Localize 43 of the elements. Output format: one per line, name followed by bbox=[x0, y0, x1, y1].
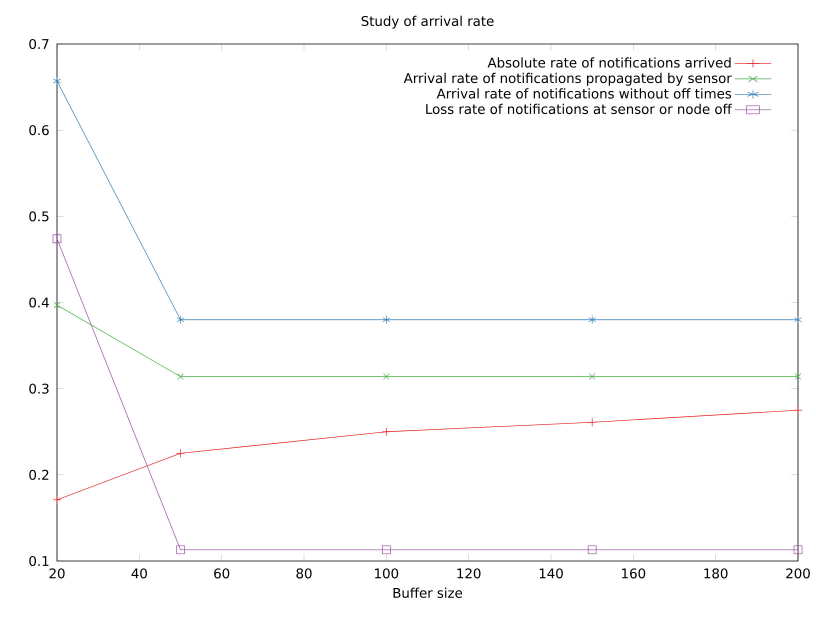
point bbox=[794, 315, 802, 324]
x-tick-label: 140 bbox=[540, 568, 563, 578]
point bbox=[176, 448, 185, 458]
x-tick-label: 20 bbox=[50, 568, 65, 578]
point bbox=[382, 427, 391, 436]
x-tick-label: 120 bbox=[457, 568, 481, 578]
point bbox=[382, 545, 391, 554]
point bbox=[794, 373, 802, 380]
y-tick-label: 0.5 bbox=[29, 211, 48, 222]
point bbox=[52, 495, 62, 504]
x-tick-label: 80 bbox=[296, 568, 312, 578]
x-tick-label: 180 bbox=[704, 568, 728, 578]
point bbox=[383, 373, 390, 380]
point bbox=[177, 373, 184, 380]
point bbox=[588, 315, 596, 324]
x-axis-title: Buffer size bbox=[394, 588, 462, 598]
point bbox=[588, 545, 597, 554]
x-tick-label: 60 bbox=[214, 568, 230, 578]
point bbox=[794, 406, 802, 415]
point bbox=[54, 302, 60, 308]
point bbox=[588, 418, 597, 427]
point bbox=[176, 315, 184, 324]
legend-label: Absolute rate of notifications arrived bbox=[488, 57, 731, 68]
x-tick-label: 200 bbox=[786, 568, 810, 578]
chart-title: Study of arrival rate bbox=[362, 16, 494, 29]
point bbox=[52, 234, 62, 244]
x-tick-label: 160 bbox=[622, 568, 646, 578]
x-tick-label: 100 bbox=[375, 568, 398, 578]
point bbox=[794, 545, 802, 554]
point bbox=[176, 545, 185, 554]
x-tick-label: 40 bbox=[132, 568, 147, 578]
point bbox=[53, 76, 61, 86]
y-tick-label: 0.1 bbox=[29, 556, 48, 566]
legend-label: Arrival rate of notifications propagated by sensor bbox=[404, 72, 732, 86]
legend-label: Arrival rate of notifications without off times bbox=[436, 88, 732, 99]
y-tick-label: 0.7 bbox=[29, 38, 48, 50]
legend-label: Loss rate of notifications at sensor or node off bbox=[426, 104, 732, 114]
y-tick-label: 0.2 bbox=[29, 470, 48, 480]
y-tick-label: 0.6 bbox=[29, 125, 49, 136]
point bbox=[382, 315, 390, 324]
y-tick-label: 0.3 bbox=[29, 384, 49, 394]
y-tick-label: 0.4 bbox=[29, 297, 49, 308]
point bbox=[589, 373, 596, 380]
